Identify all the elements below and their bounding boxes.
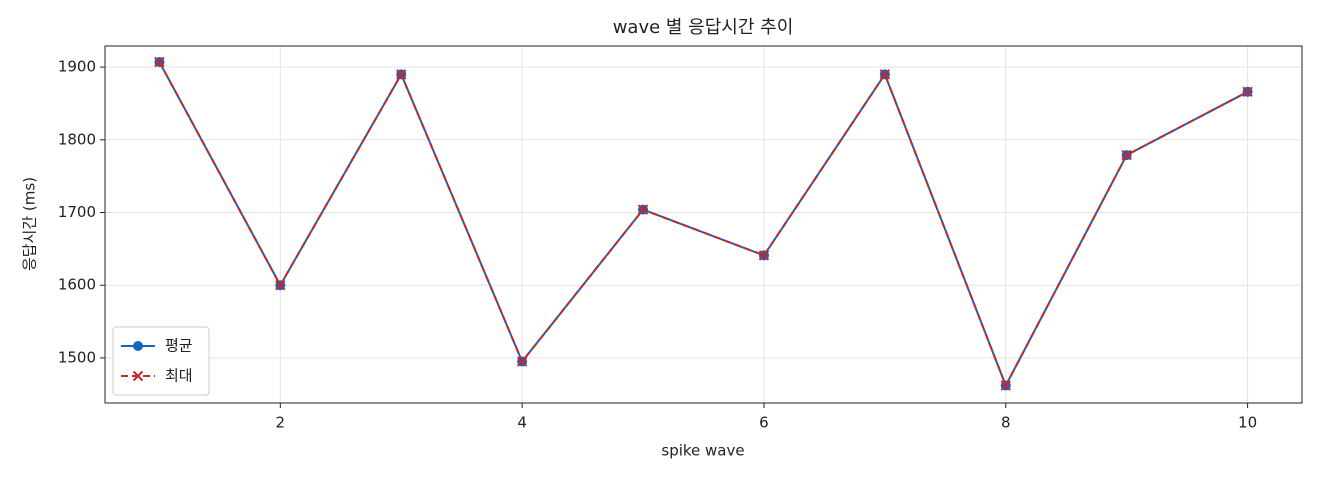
line bbox=[158, 61, 1249, 388]
legend-label: 최대 bbox=[165, 367, 193, 385]
y-tick-label: 1800 bbox=[58, 130, 96, 148]
y-tick-label: 1500 bbox=[58, 348, 96, 366]
marker bbox=[758, 250, 770, 261]
line bbox=[158, 61, 1249, 388]
x-tick-label: 6 bbox=[759, 414, 769, 432]
x-tick-label: 4 bbox=[517, 414, 527, 432]
marker bbox=[637, 204, 649, 215]
x-axis-label: spike wave bbox=[661, 442, 744, 460]
marker bbox=[879, 69, 891, 80]
y-tick-label: 1900 bbox=[58, 58, 96, 76]
marker bbox=[1000, 380, 1011, 391]
legend-label: 평균 bbox=[165, 337, 193, 355]
marker bbox=[396, 69, 407, 80]
marker bbox=[516, 356, 528, 367]
x-tick-label: 10 bbox=[1238, 414, 1257, 432]
marker bbox=[275, 280, 286, 291]
x-tick-label: 2 bbox=[276, 414, 286, 432]
y-tick-label: 1600 bbox=[58, 276, 96, 294]
y-axis-label: 응답시간 (ms) bbox=[21, 177, 39, 271]
marker bbox=[1121, 149, 1132, 161]
legend-frame bbox=[112, 326, 210, 396]
legend-marker bbox=[132, 370, 144, 382]
marker bbox=[154, 56, 165, 68]
y-tick-label: 1700 bbox=[58, 203, 96, 221]
marker bbox=[1242, 86, 1253, 98]
legend-marker bbox=[133, 341, 143, 351]
plot-frame bbox=[104, 45, 1303, 404]
chart-title: wave 별 응답시간 추이 bbox=[613, 17, 794, 38]
x-tick-label: 8 bbox=[1001, 414, 1011, 432]
